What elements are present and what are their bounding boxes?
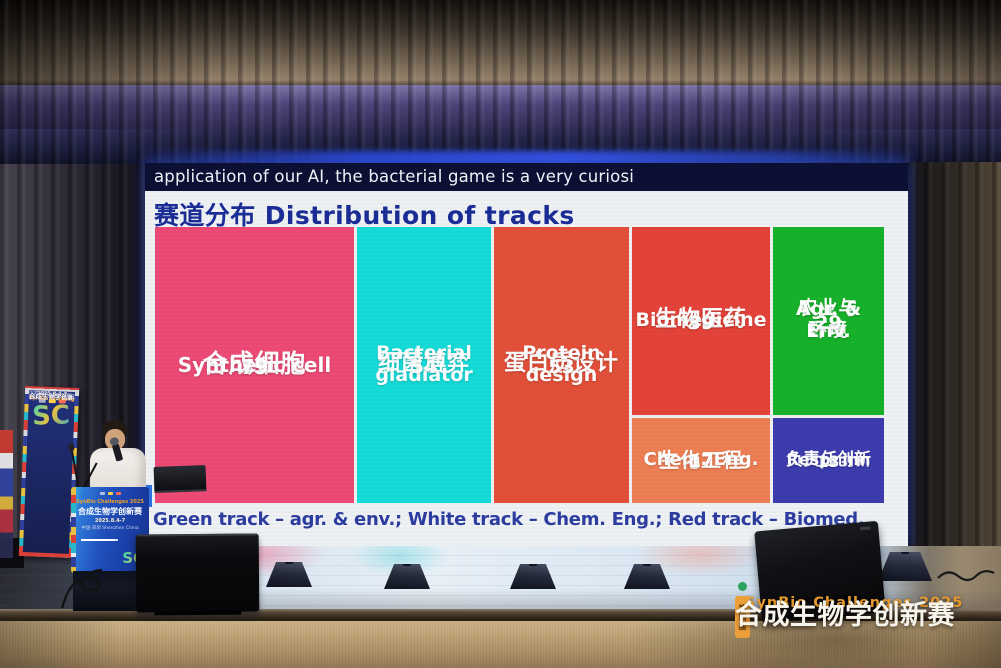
watermark-event-name: 合成生物学创新赛 — [735, 600, 955, 631]
block-count: 13 — [817, 451, 840, 471]
treemap-block-chemical-engineering: 生化工程 Chem. Eng. 17 — [632, 418, 770, 503]
podium-location: 中国·深圳 Shenzhen China — [81, 526, 139, 531]
block-label-en: Biomedicine — [635, 309, 767, 332]
coiled-cable — [60, 568, 103, 609]
block-label-zh: 细菌博弈 — [377, 351, 470, 377]
treemap-block-agriculture-environment: 农业与环境 Agr. & Env. 29 — [773, 227, 884, 415]
stage-curtain-right — [907, 162, 1001, 594]
block-count: 53 — [548, 355, 575, 378]
sc-dna-logo: SC — [31, 400, 71, 432]
curtain-valance-tan — [0, 0, 1001, 85]
watermark-green-dot — [738, 582, 747, 591]
rollup-banner-panel: SynBio Challenges 2025 合成生物学创新赛 SC 2025.… — [22, 390, 76, 554]
treemap-block-bacterial-gladiator: 细菌博弈 Bacterial gladiator 54 — [357, 227, 491, 503]
block-label-en: Synthetic cell — [177, 352, 332, 377]
screen-top-glow — [138, 151, 918, 166]
podium-date: 2025.8.4-7 — [94, 518, 126, 524]
podium-brand-text: SynBio Challenges 2025 — [76, 499, 144, 505]
block-label-zh: 合成细胞 — [202, 348, 307, 378]
treemap-block-synthetic-cell: 合成细胞 Synthetic cell 79 — [155, 227, 354, 503]
treemap-block-responsible-innovation: 负责任创新 Resp. inn 13 — [773, 418, 884, 503]
confidence-monitor-left — [135, 533, 260, 613]
block-label-en: Chem. Eng. — [643, 449, 759, 471]
slide-top-caption-text: application of our AI, the bacterial gam… — [154, 167, 635, 186]
floor-cable — [937, 569, 995, 582]
slide-top-caption-bar: application of our AI, the bacterial gam… — [145, 163, 908, 191]
logo-chip — [107, 492, 113, 495]
block-label-en: Agr. & Env. — [795, 298, 862, 342]
stage-front-edge — [0, 609, 1001, 622]
block-count: 39 — [687, 311, 715, 334]
block-count: 79 — [240, 354, 269, 379]
block-label-en: Protein design — [522, 342, 601, 386]
logo-chip — [99, 492, 105, 495]
banner-location: 中国·深圳 Shenzhen China — [28, 391, 73, 402]
stage-front-face — [0, 621, 1001, 668]
block-count: 17 — [688, 450, 714, 472]
block-count: 29 — [815, 311, 842, 334]
podium-event-name: 合成生物学创新赛 — [78, 507, 142, 516]
poster-fragment-left-edge — [0, 430, 13, 558]
watermark-brand: SynBio Challenges 2025 — [745, 595, 964, 611]
block-count: 54 — [410, 355, 438, 378]
block-label-en: Bacterial gladiator — [375, 342, 473, 386]
block-label-zh: 生物医药 — [654, 307, 747, 333]
podium-laptop — [153, 465, 207, 493]
block-label-zh: 生化工程 — [659, 448, 743, 472]
slide-title: 赛道分布 Distribution of tracks — [154, 201, 575, 230]
treemap-block-biomedicine: 生物医药 Biomedicine 39 — [632, 227, 770, 415]
logo-chip — [115, 492, 121, 495]
block-label-zh: 负责任创新 — [786, 449, 871, 470]
curtain-valance-purple — [0, 85, 1001, 129]
block-label-zh: 蛋白质设计 — [503, 351, 619, 377]
block-label-zh: 农业与环境 — [798, 297, 859, 341]
block-label-en: Resp. inn — [786, 450, 871, 470]
slide-track-legend: Green track – agr. & env.; White track –… — [153, 509, 865, 530]
podium-sponsor-logos — [71, 492, 149, 495]
watermark-edition-badge: 第四届 — [735, 596, 750, 638]
treemap-block-protein-design: 蛋白质设计 Protein design 53 — [494, 227, 629, 503]
presentation-screen: application of our AI, the bacterial gam… — [145, 163, 908, 548]
